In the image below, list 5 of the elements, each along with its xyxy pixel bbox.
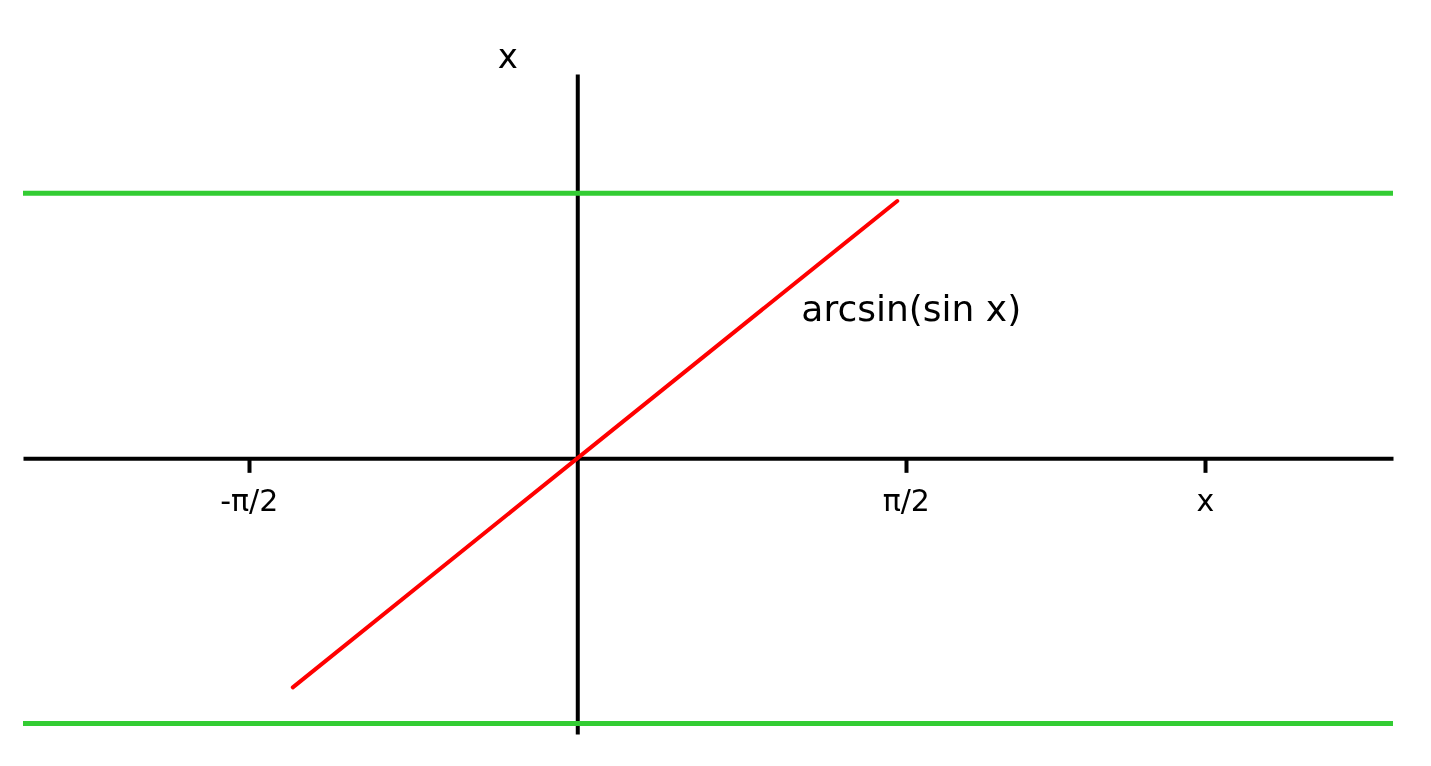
annotation: arcsin(sin x): [801, 288, 1022, 330]
y-axis-title: x: [497, 35, 518, 76]
x-tick-label: x: [1196, 482, 1215, 518]
x-tick-label: π/2: [882, 482, 930, 518]
x-tick-label: -π/2: [220, 482, 279, 518]
